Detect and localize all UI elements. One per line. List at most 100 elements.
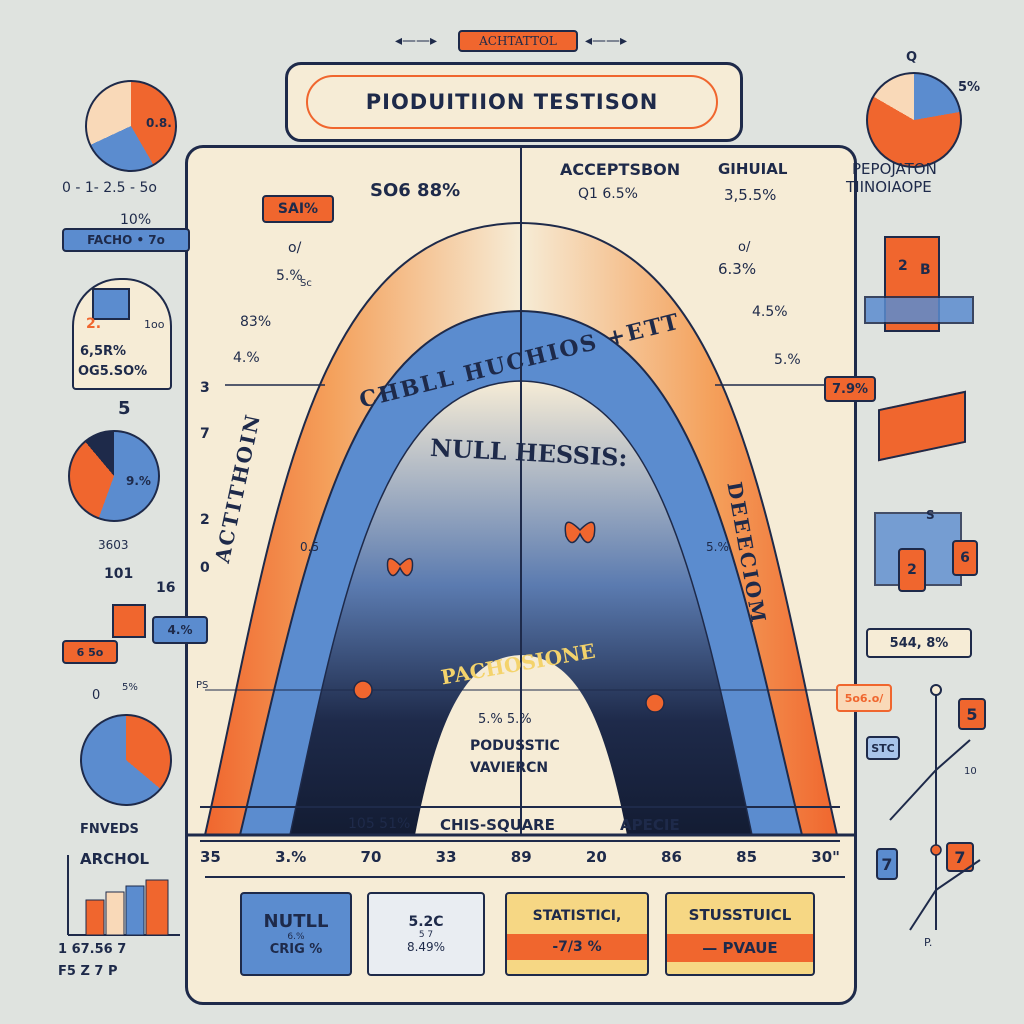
center-values: 5.% 5.% bbox=[478, 712, 532, 727]
gihual-label: GIHUIAL bbox=[718, 160, 788, 178]
card-stat-sub: 8.49% bbox=[406, 940, 446, 954]
axis-tick: 3.% bbox=[275, 848, 307, 866]
axis-tick: 85 bbox=[736, 848, 758, 866]
card-pvalue: STUSSTUICL — PVAUE bbox=[665, 892, 815, 976]
axis-tick: 33 bbox=[435, 848, 457, 866]
butterfly-2 bbox=[564, 521, 596, 544]
factor-tag: FACHO • 7o bbox=[62, 228, 190, 252]
left-card-side: 1oo bbox=[144, 318, 165, 331]
butterflies bbox=[353, 521, 665, 713]
o1-label: o/ bbox=[288, 240, 302, 256]
left-block bbox=[112, 604, 146, 638]
block-b: B bbox=[920, 262, 931, 278]
zero-label: 0 bbox=[92, 688, 101, 703]
butterfly-1 bbox=[386, 557, 414, 577]
left-five: 5 bbox=[118, 398, 131, 419]
page-title: PIODUITIION TESTISON bbox=[365, 90, 659, 114]
right-block-1-base bbox=[864, 296, 974, 324]
seven-a: 7 bbox=[876, 848, 898, 880]
axis-tick: 86 bbox=[661, 848, 682, 866]
card-stat-title: 5.2C bbox=[408, 914, 444, 930]
bar bbox=[145, 879, 169, 936]
axis-label: 105 51% bbox=[348, 816, 411, 832]
tag-4pct: 4.% bbox=[152, 616, 208, 644]
tick-3: 3 bbox=[200, 380, 210, 396]
v355-label: 3,5.5% bbox=[724, 186, 777, 204]
s-label: S bbox=[926, 508, 935, 522]
o2-label: o/ bbox=[738, 240, 751, 255]
o05-label: 0.5 bbox=[300, 540, 320, 554]
pie-chart-left-3 bbox=[80, 714, 172, 806]
v16: 16 bbox=[156, 580, 176, 596]
v55-label: 5.% bbox=[276, 268, 303, 284]
center-caption-2: VAVIERCN bbox=[470, 760, 549, 776]
title-banner: PIODUITIION TESTISON bbox=[285, 62, 743, 142]
sat-tag: SAI% bbox=[262, 195, 334, 223]
n-label: 2 bbox=[898, 548, 926, 592]
axis-tick: 30" bbox=[811, 848, 840, 866]
p-label: P. bbox=[924, 936, 933, 949]
dot-q bbox=[353, 680, 373, 700]
tick-0: 0 bbox=[200, 560, 210, 576]
pie-left-2-label: 9.% bbox=[126, 474, 151, 488]
tag-655: 6 5o bbox=[62, 640, 118, 664]
bar bbox=[105, 891, 125, 936]
stat-1: 6,5R% bbox=[80, 344, 127, 359]
v5dot-label: 5.% bbox=[706, 540, 729, 554]
card-null-title: NUTLL bbox=[263, 911, 329, 932]
right-q: Q bbox=[906, 50, 918, 65]
archol: ARCHOL bbox=[80, 850, 150, 868]
n-label-2: 6 bbox=[952, 540, 978, 576]
card-null: NUTLL 6.% CRIG % bbox=[240, 892, 352, 976]
center-caption-1: PODUSSTIC bbox=[470, 738, 560, 754]
tag-544: 544, 8% bbox=[866, 628, 972, 658]
bar bbox=[125, 885, 145, 936]
top-tag: ACHTATTOL bbox=[458, 30, 578, 52]
curve-diagram bbox=[185, 145, 857, 837]
v4-label: 4.% bbox=[233, 350, 260, 366]
left-bar-chart bbox=[67, 855, 180, 936]
card-null-sub: CRIG % bbox=[269, 942, 323, 957]
tag-arrow-left: ◂——▸ bbox=[395, 33, 438, 49]
v63-label: 6.3% bbox=[718, 260, 757, 278]
card-statistic-sub: -7/3 % bbox=[507, 934, 647, 960]
ten-label: 10 bbox=[964, 766, 977, 777]
axis-tick: 35 bbox=[200, 848, 221, 866]
right-line-chart bbox=[889, 684, 981, 931]
axis-label: APECIE bbox=[620, 816, 680, 834]
fnveds: FNVEDS bbox=[80, 822, 139, 837]
right-five: 5 bbox=[958, 698, 986, 730]
pop-title: PEPOJATON bbox=[852, 160, 937, 178]
v45-label: 4.5% bbox=[752, 304, 788, 320]
card-statistic: STATISTICI, -7/3 % bbox=[505, 892, 649, 976]
tick-7: 7 bbox=[200, 426, 210, 442]
sodot-tag: 5o6.o/ bbox=[836, 684, 892, 712]
bar-label-2: F5 Z 7 P bbox=[58, 964, 118, 979]
ps-label: PS bbox=[196, 680, 209, 691]
title-banner-inner: PIODUITIION TESTISON bbox=[306, 75, 718, 129]
block-2: 2 bbox=[898, 258, 908, 274]
pie-chart-left-2 bbox=[68, 430, 160, 522]
card-stat: 5.2C 5 7 8.49% bbox=[367, 892, 485, 976]
v101: 101 bbox=[104, 566, 134, 582]
left-card-corner bbox=[92, 288, 130, 320]
v5pct-label: 5.% bbox=[774, 352, 801, 368]
stat-2: OG5.SO% bbox=[78, 364, 148, 379]
pie-chart-right-1 bbox=[866, 72, 962, 168]
sc-label: Sc bbox=[300, 278, 312, 289]
pct10: 10% bbox=[120, 212, 152, 228]
right-block-2 bbox=[878, 390, 966, 462]
stc-tag: STC bbox=[866, 736, 900, 760]
pie-right-1-label: 5% bbox=[958, 80, 981, 95]
bar bbox=[85, 899, 105, 936]
axis-labels-bar: 105 51% CHIS-SQUARE APECIE bbox=[200, 806, 840, 842]
small-sn: 5% bbox=[122, 682, 138, 693]
card-pvalue-sub: — PVAUE bbox=[667, 934, 813, 962]
pie-left-1-label: 0.8. bbox=[146, 116, 172, 130]
accept-label: ACCEPTSBON bbox=[560, 160, 681, 179]
range-text: 0 - 1- 2.5 - 5o bbox=[62, 180, 157, 196]
axis-ticks: 35 3.% 70 33 89 20 86 85 30" bbox=[200, 848, 840, 872]
pop-sub: TIINOIAOPE bbox=[846, 178, 932, 196]
dot-p bbox=[645, 693, 665, 713]
axis-tick: 70 bbox=[360, 848, 382, 866]
